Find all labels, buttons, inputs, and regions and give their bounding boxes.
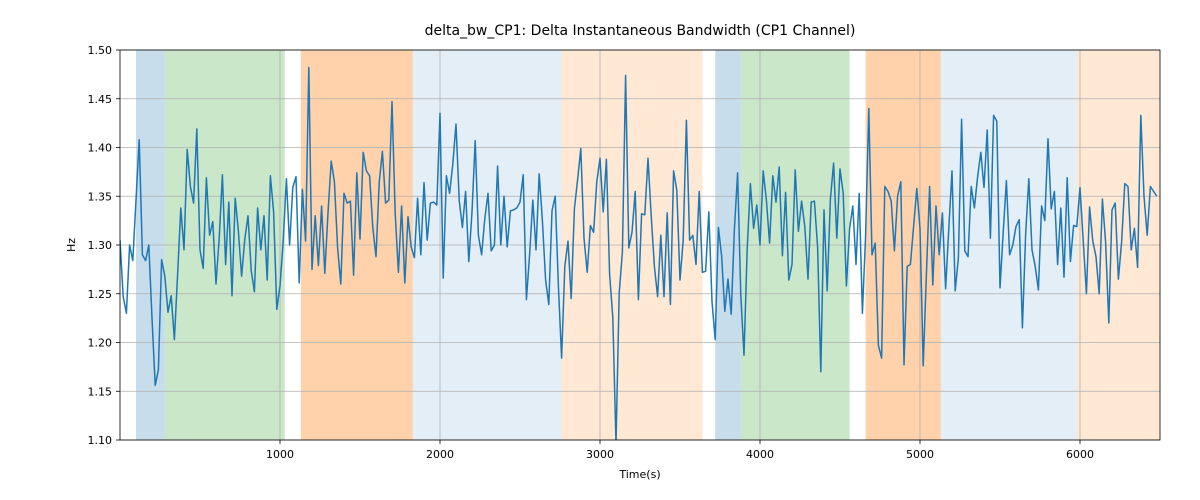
ytick-label: 1.15 (88, 385, 113, 398)
xtick-label: 3000 (586, 448, 614, 461)
y-axis-label: Hz (65, 238, 78, 252)
ytick-label: 1.30 (88, 239, 113, 252)
xtick-label: 5000 (906, 448, 934, 461)
x-axis-label: Time(s) (618, 468, 660, 481)
chart-title: delta_bw_CP1: Delta Instantaneous Bandwi… (425, 23, 856, 39)
ytick-label: 1.45 (88, 93, 113, 106)
ytick-label: 1.40 (88, 142, 113, 155)
ytick-label: 1.50 (88, 44, 113, 57)
xtick-label: 4000 (746, 448, 774, 461)
ytick-label: 1.25 (88, 288, 113, 301)
xtick-label: 6000 (1066, 448, 1094, 461)
ytick-label: 1.35 (88, 190, 113, 203)
chart-container: 1000 2000 3000 4000 5000 6000 1.10 1.15 1.20 1.25… (0, 0, 1200, 500)
ytick-label: 1.20 (88, 337, 113, 350)
ytick-label: 1.10 (88, 434, 113, 447)
xtick-label: 1000 (266, 448, 294, 461)
xtick-label: 2000 (426, 448, 454, 461)
